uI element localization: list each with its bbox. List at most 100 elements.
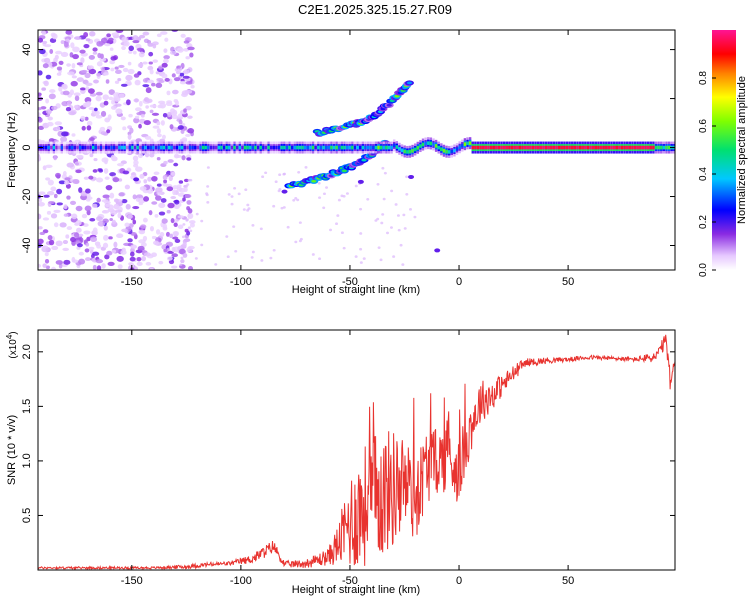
- spectrogram-noise-cell: [85, 82, 93, 86]
- spectrogram-noise-cell: [84, 248, 90, 253]
- spectrogram-main-line-cell: [78, 145, 82, 150]
- spectrogram-noise-cell: [152, 59, 158, 63]
- spectrogram-noise-cell: [182, 75, 190, 79]
- spectrogram-main-line-cell: [385, 145, 388, 150]
- spectrogram-noise-cell: [74, 36, 82, 40]
- spectrogram-noise-cell: [174, 205, 180, 210]
- spectrogram-noise-cell: [113, 198, 119, 203]
- spectrogram-noise-cell: [38, 197, 43, 203]
- spectrogram-noise-cell: [95, 115, 103, 119]
- spectrogram-noise-cell: [89, 137, 95, 141]
- spectrogram-main-line-cell: [222, 145, 226, 150]
- spectrogram-noise-cell: [111, 219, 117, 225]
- spectrogram-main-line-cell: [272, 145, 276, 150]
- spectrogram-noise-cell: [121, 36, 128, 43]
- spectrogram-noise-cell: [62, 247, 70, 251]
- spectrogram-main-line-cell: [610, 145, 613, 150]
- spectrogram-noise-cell: [66, 195, 71, 200]
- spectrogram-noise-cell: [45, 164, 53, 169]
- snr-x-tick-label: 50: [562, 575, 574, 587]
- spectrogram-main-line-cell: [353, 145, 357, 150]
- spectrogram-noise-cell: [65, 107, 72, 112]
- spectrogram-main-line-cell: [612, 145, 616, 150]
- spectrogram-main-line-cell: [306, 145, 310, 150]
- spectrogram-noise-cell: [200, 243, 204, 247]
- spectrogram-noise-cell: [170, 171, 176, 176]
- spectrogram-main-line-cell: [139, 145, 142, 150]
- spectrogram-noise-cell: [85, 101, 92, 107]
- spectrogram-main-line-cell: [209, 145, 213, 150]
- spectrogram-noise-cell: [163, 223, 168, 229]
- spectrogram-main-line-cell: [235, 145, 239, 150]
- spectrogram-main-line-cell: [290, 145, 294, 150]
- spectrogram-noise-cell: [72, 53, 79, 60]
- spectrogram-main-line-cell: [91, 145, 95, 150]
- spectrogram-noise-cell: [185, 56, 190, 60]
- spectrogram-noise-cell: [179, 72, 185, 77]
- spectrogram-noise-cell: [109, 172, 116, 177]
- spectrogram-noise-cell: [55, 260, 63, 265]
- spectrogram-noise-cell: [55, 240, 63, 247]
- spectrogram-main-line-cell: [55, 145, 58, 150]
- spectrogram-noise-cell: [174, 199, 180, 205]
- spectrogram-noise-cell: [38, 191, 46, 195]
- spectrogram-noise-cell: [171, 73, 176, 78]
- spectrogram-noise-cell: [171, 253, 179, 258]
- spectrogram-main-line-cell: [442, 148, 446, 153]
- snr-frame: [37, 329, 676, 571]
- spectrogram-noise-cell: [42, 217, 50, 221]
- spectrogram-noise-cell: [173, 222, 178, 227]
- spectrogram-noise-cell: [41, 245, 49, 249]
- spectrogram-x-label: Height of straight line (km): [292, 284, 420, 296]
- spectrogram-noise-cell: [171, 265, 178, 269]
- spectrogram-noise-cell: [71, 213, 78, 220]
- spectrogram-noise-cell: [71, 62, 76, 69]
- spectrogram-noise-cell: [56, 188, 63, 195]
- spectrogram-main-line-cell: [301, 145, 304, 150]
- spectrogram-noise-cell: [70, 200, 77, 206]
- spectrogram-noise-cell: [187, 178, 191, 182]
- spectrogram-noise-cell: [379, 258, 383, 262]
- spectrogram-main-line-cell: [123, 145, 126, 150]
- spectrogram-noise-cell: [359, 207, 363, 211]
- spectrogram-noise-cell: [166, 186, 174, 192]
- spectrogram-noise-cell: [155, 187, 163, 193]
- snr-y-ticks: 0.5 1.0 1.5 2.0: [21, 344, 675, 523]
- spectrogram-noise-cell: [45, 265, 50, 270]
- spectrogram-main-line-cell: [563, 145, 566, 150]
- spectrogram-main-line-cell: [345, 145, 349, 150]
- spectrogram-noise-cell: [39, 231, 46, 236]
- spectrogram-noise-cell: [272, 204, 276, 208]
- spectrogram-noise-cell: [114, 66, 119, 70]
- spectrogram-noise-cell: [158, 211, 166, 216]
- spectrogram-main-line-cell: [552, 145, 556, 150]
- spectrogram-noise-cell: [125, 203, 131, 210]
- spectrogram-noise-cell: [118, 93, 125, 98]
- spectrogram-main-line-cell: [631, 145, 634, 150]
- spectrogram-noise-cell: [177, 192, 185, 197]
- spectrogram-noise-cell: [151, 201, 158, 205]
- spectrogram-noise-cell: [101, 263, 106, 269]
- spectrogram-noise-cell: [38, 154, 41, 161]
- spectrogram-main-line-cell: [262, 145, 265, 150]
- spectrogram-noise-cell: [149, 225, 154, 232]
- spectrogram-noise-cell: [138, 100, 143, 107]
- spectrogram-noise-cell: [178, 248, 186, 255]
- spectrogram-noise-cell: [158, 100, 166, 104]
- spectrogram-noise-cell: [206, 185, 210, 188]
- spectrogram-noise-cell: [142, 84, 150, 88]
- spectrogram-main-line-cell: [251, 145, 255, 150]
- spectrogram-noise-cell: [121, 45, 126, 51]
- spectrogram-noise-cell: [96, 216, 103, 222]
- spectrogram-noise-cell: [362, 257, 366, 260]
- colorbar-tick-label: 0.2: [698, 215, 709, 229]
- spectrogram-noise-cell: [128, 113, 133, 118]
- spectrogram-main-line-cell: [63, 145, 66, 150]
- spectrogram-noise-cell: [105, 203, 111, 208]
- spectrogram-noise-cell: [132, 219, 137, 225]
- spectrogram-noise-cell: [63, 204, 68, 210]
- spectrogram-noise-cell: [122, 170, 130, 175]
- spectrogram-noise-cell: [108, 89, 115, 96]
- spectrogram-noise-cell: [155, 71, 160, 75]
- snr-y-tick-label: 2.0: [21, 344, 33, 359]
